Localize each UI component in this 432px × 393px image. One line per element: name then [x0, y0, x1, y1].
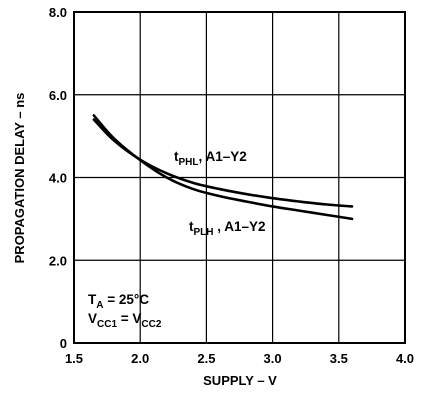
- y-tick-label: 4.0: [49, 171, 67, 186]
- grid-layer: [74, 12, 405, 343]
- series-line-tplh: [92, 114, 354, 221]
- x-tick-label: 1.5: [65, 351, 83, 366]
- x-tick-label: 2.0: [131, 351, 149, 366]
- series-layer: [92, 114, 354, 221]
- series-label-tplh: tPLH , A1–Y2: [189, 219, 266, 238]
- tick-layer: 1.5 2.0 2.5 3.0 3.5 4.0 0 2.0 4.0 6.0 8.0: [49, 5, 414, 366]
- y-tick-label: 2.0: [49, 253, 67, 268]
- plot-frame: [73, 11, 406, 344]
- x-tick-label: 3.0: [264, 351, 282, 366]
- y-axis-title: PROPAGATION DELAY – ns: [12, 93, 27, 264]
- x-tick-label: 3.5: [330, 351, 348, 366]
- x-tick-label: 4.0: [396, 351, 414, 366]
- x-axis-title: SUPPLY – V: [203, 373, 277, 388]
- condition-ta: TA = 25°C: [88, 292, 149, 311]
- series-label-tphl: tPHL, A1–Y2: [174, 149, 247, 168]
- y-tick-label: 6.0: [49, 88, 67, 103]
- condition-vcc: VCC1 = VCC2: [88, 311, 162, 330]
- y-tick-label: 0: [60, 336, 67, 351]
- y-tick-label: 8.0: [49, 5, 67, 20]
- x-tick-label: 2.5: [197, 351, 215, 366]
